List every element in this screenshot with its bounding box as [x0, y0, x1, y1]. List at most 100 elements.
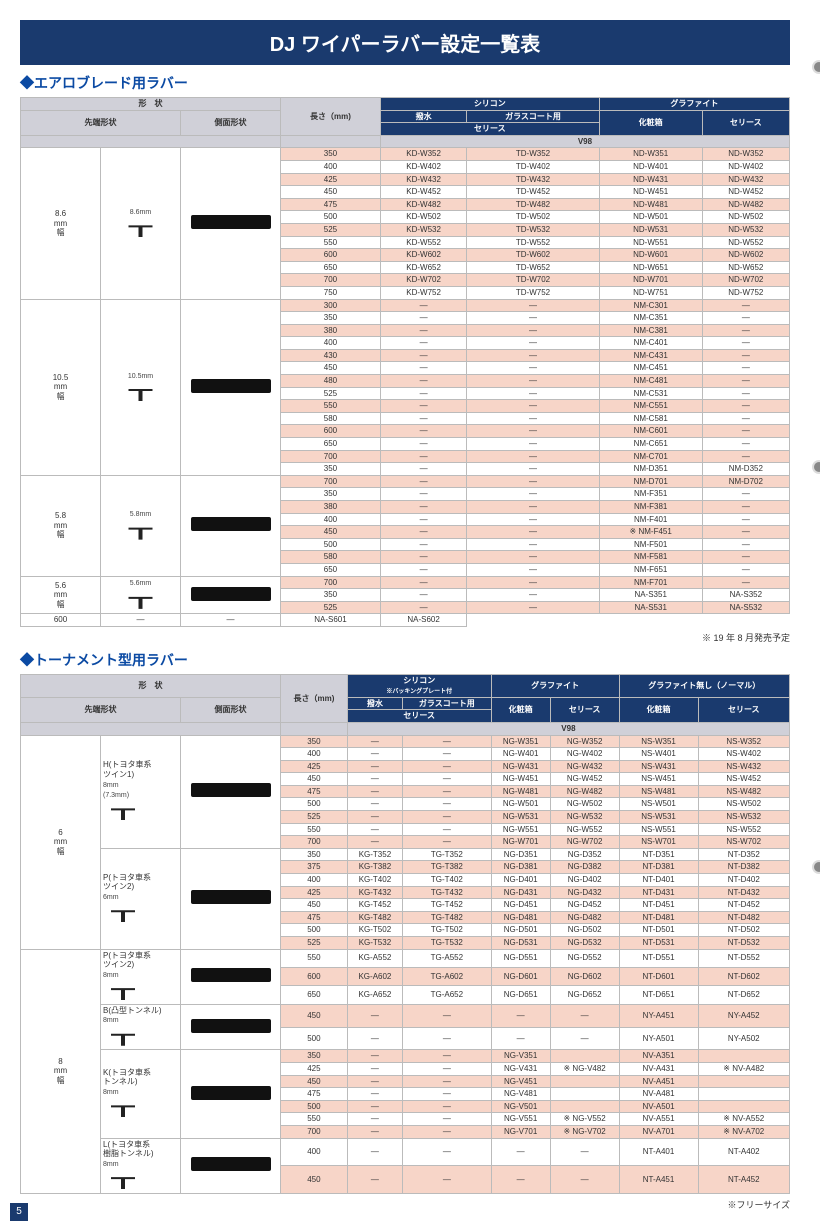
cell: KG-A652	[347, 986, 402, 1004]
header-glass: ガラスコート用	[467, 110, 599, 123]
cell: 400	[281, 874, 348, 887]
cell: —	[467, 463, 599, 476]
cell: —	[380, 513, 466, 526]
cell: NS-W532	[698, 811, 789, 824]
cell: NT-A402	[698, 1138, 789, 1166]
table-row: 600——NA-S601NA-S602	[21, 614, 790, 627]
cell: ※ NM-F451	[599, 526, 702, 539]
cell: TG-A652	[403, 986, 492, 1004]
cell: —	[403, 811, 492, 824]
cell: NY-A501	[619, 1027, 698, 1050]
cell: NT-D351	[619, 848, 698, 861]
cell: —	[467, 589, 599, 602]
cell: —	[347, 773, 402, 786]
cell: 700	[281, 450, 381, 463]
cell: —	[467, 438, 599, 451]
table-row: K(トヨタ車系トンネル)8mm350——NG-V351NV-A351	[21, 1050, 790, 1063]
type-label: L(トヨタ車系樹脂トンネル)8mm	[101, 1138, 181, 1193]
cell: NG-W532	[550, 811, 619, 824]
cell: NS-W351	[619, 735, 698, 748]
cell: —	[491, 1138, 550, 1166]
cell: TG-T482	[403, 911, 492, 924]
cell: NM-C481	[599, 375, 702, 388]
header-length: 長さ（mm)	[281, 98, 381, 136]
cell: NT-D451	[619, 899, 698, 912]
cell: 350	[281, 589, 381, 602]
cell: NA-S351	[599, 589, 702, 602]
cell: NG-D431	[491, 886, 550, 899]
cell: 550	[281, 236, 381, 249]
cell	[698, 1100, 789, 1113]
cell: —	[181, 614, 281, 627]
cell: 700	[281, 274, 381, 287]
cell: —	[403, 748, 492, 761]
cell: NM-D352	[702, 463, 789, 476]
cell: NM-C581	[599, 412, 702, 425]
cell: NV-A481	[619, 1088, 698, 1101]
cell: —	[467, 312, 599, 325]
cell: NM-D351	[599, 463, 702, 476]
cell: —	[403, 1125, 492, 1138]
cell: NA-S601	[281, 614, 381, 627]
cell: TD-W552	[467, 236, 599, 249]
cell: NS-W401	[619, 748, 698, 761]
cell: NS-W352	[698, 735, 789, 748]
cell: NG-W432	[550, 760, 619, 773]
cell: —	[347, 811, 402, 824]
cell: —	[702, 312, 789, 325]
cell: NV-A551	[619, 1113, 698, 1126]
cell: 400	[281, 748, 348, 761]
header-box: 化粧箱	[599, 110, 702, 135]
wiper-tip-icon	[121, 381, 161, 401]
header-length2: 長さ（mm)	[281, 674, 348, 722]
table-row: 6 mm 幅H(トヨタ車系ツイン1)8mm (7.3mm)350——NG-W35…	[21, 735, 790, 748]
cell: KD-W702	[380, 274, 466, 287]
cell: —	[467, 475, 599, 488]
cell: ND-W752	[702, 286, 789, 299]
cell: NG-W401	[491, 748, 550, 761]
cell: —	[380, 589, 466, 602]
cell: —	[467, 375, 599, 388]
cell: —	[702, 425, 789, 438]
cell: ※ NG-V702	[550, 1125, 619, 1138]
cell: 525	[281, 223, 381, 236]
type-label: H(トヨタ車系ツイン1)8mm (7.3mm)	[101, 735, 181, 848]
cell: —	[467, 563, 599, 576]
tournament-table: 形 状 長さ（mm) シリコン※バッキングプレート付 グラファイト グラファイト…	[20, 674, 790, 1194]
cell: NT-D382	[698, 861, 789, 874]
cell: 475	[281, 1088, 348, 1101]
width-label: 8 mm 幅	[21, 949, 101, 1193]
cell: 600	[281, 425, 381, 438]
cell	[698, 1050, 789, 1063]
cell: —	[380, 400, 466, 413]
cell: —	[380, 450, 466, 463]
cell: NS-W452	[698, 773, 789, 786]
cell: —	[702, 438, 789, 451]
cell: ND-W352	[702, 148, 789, 161]
cell: NG-D432	[550, 886, 619, 899]
cell: NT-D401	[619, 874, 698, 887]
cell: 350	[281, 848, 348, 861]
cell: NS-W431	[619, 760, 698, 773]
cell: 550	[281, 949, 348, 967]
cell: —	[347, 1075, 402, 1088]
cell: NM-F351	[599, 488, 702, 501]
cell: NM-F501	[599, 538, 702, 551]
cell: —	[702, 551, 789, 564]
cell: —	[702, 513, 789, 526]
wiper-tip-icon	[121, 589, 161, 609]
cell: NG-D352	[550, 848, 619, 861]
cell: NA-S602	[380, 614, 466, 627]
cell: TD-W452	[467, 186, 599, 199]
cell: NM-C351	[599, 312, 702, 325]
cell: 700	[281, 836, 348, 849]
cell: ND-W602	[702, 249, 789, 262]
cell: NS-W402	[698, 748, 789, 761]
wiper-tip-icon	[121, 520, 161, 540]
cell: —	[403, 1004, 492, 1027]
cell: 380	[281, 501, 381, 514]
cell: 500	[281, 1100, 348, 1113]
cell: NG-D531	[491, 937, 550, 950]
cell: NM-F701	[599, 576, 702, 589]
cell: 550	[281, 823, 348, 836]
